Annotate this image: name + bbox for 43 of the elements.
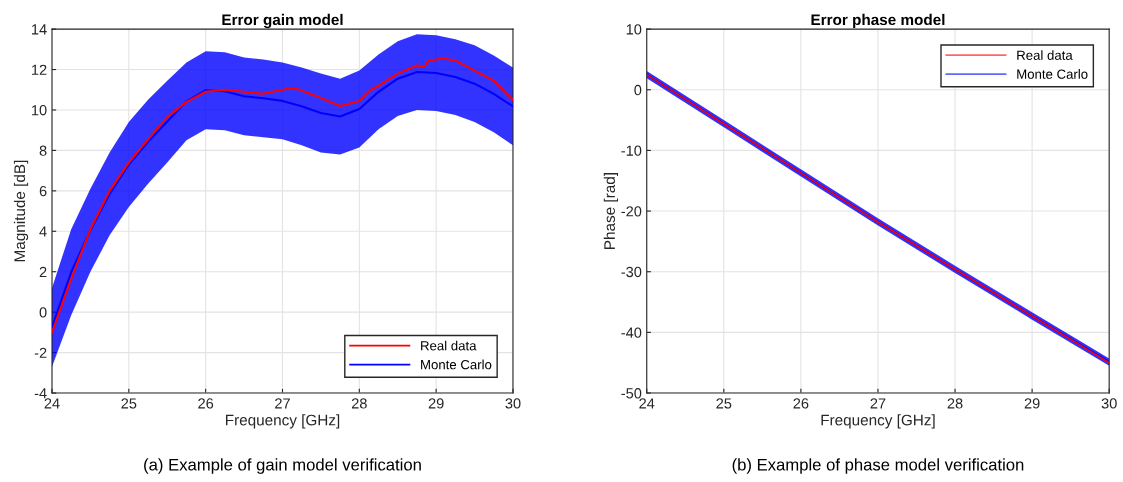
y-axis-title: Magnitude [dB] [13,160,29,262]
y-tick-label: 4 [39,226,47,237]
y-tick-label: -40 [621,327,642,338]
text: (b) Example of phase model verification [732,458,1024,474]
y-tick-label: 10 [626,24,642,35]
legend-label: Real data [1017,50,1073,60]
x-tick-label: 30 [505,398,521,409]
chart-title: Error phase model [811,13,945,29]
x-tick-label: 25 [716,398,732,409]
y-tick-label: -30 [621,266,642,278]
legend-label: Monte Carlo [1017,69,1088,79]
y-tick-label: 8 [39,145,47,156]
y-tick-label: 10 [32,105,47,116]
y-tick-label: 0 [39,307,47,318]
y-tick-label: -4 [34,388,47,399]
legend-label: Monte Carlo [421,359,492,370]
text: (a) Example of gain model verification [144,458,421,474]
y-tick-label: 0 [634,84,642,96]
y-tick-label: -20 [621,206,642,217]
y-tick-label: 14 [32,24,47,35]
y-axis-title: Phase [rad] [603,173,619,249]
x-tick-label: 29 [428,398,444,409]
x-tick-label: 26 [198,398,214,409]
chart-title: Error gain model [222,13,343,29]
legend-label: Real data [421,340,477,351]
x-tick-label: 25 [121,398,137,409]
x-tick-label: 28 [947,398,963,409]
x-tick-label: 29 [1024,398,1040,409]
x-tick-label: 24 [639,398,655,409]
x-tick-label: 30 [1101,398,1117,409]
y-tick-label: 6 [39,185,47,197]
x-tick-label: 27 [275,398,290,409]
x-axis-title: Frequency [GHz] [821,414,935,429]
y-tick-label: -10 [621,145,642,156]
x-axis-title: Frequency [GHz] [226,414,340,429]
y-tick-label: -2 [34,347,47,358]
y-tick-label: 12 [32,64,47,75]
x-tick-label: 28 [351,398,367,409]
x-tick-label: 26 [793,398,809,409]
x-tick-label: 27 [870,398,886,409]
x-tick-label: 24 [44,398,60,409]
y-tick-label: -50 [621,388,642,399]
y-tick-label: 2 [39,266,47,277]
